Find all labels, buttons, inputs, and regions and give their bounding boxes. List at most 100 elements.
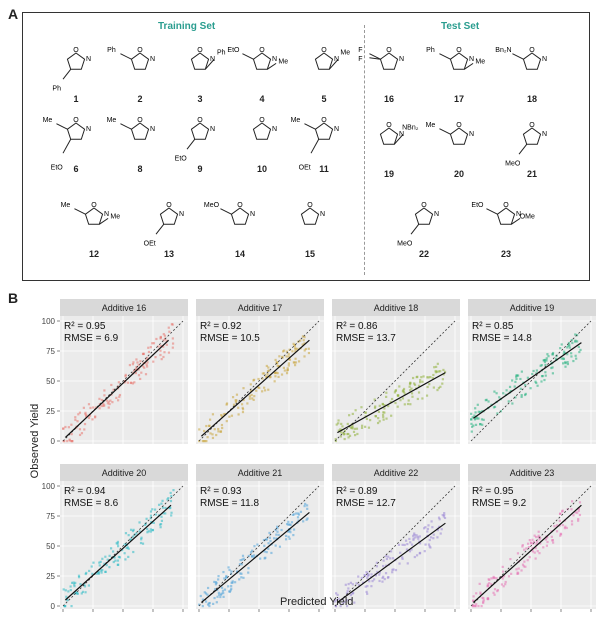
y-tick-label: 25 [46,572,55,581]
data-point [101,557,104,560]
data-point [437,370,440,373]
data-point [281,350,285,353]
isoxazole-structure-icon: ON Ph [107,47,155,70]
substituent-label: MeO [204,202,220,209]
data-point [577,509,580,512]
data-point [564,352,567,355]
data-point [521,544,524,547]
y-tick-label: 75 [46,512,55,521]
data-point [94,406,98,409]
data-point [369,419,372,422]
data-point [274,358,277,362]
data-point [532,540,536,544]
data-point [493,588,497,591]
data-point [132,528,135,531]
reference-line [334,320,456,442]
data-point [130,538,133,541]
compound-number: 23 [500,249,511,259]
rmse-annotation: RMSE = 11.8 [200,498,259,509]
data-point [149,514,153,517]
data-point [563,350,566,353]
data-point [221,426,224,430]
data-point [502,392,505,395]
data-point [230,584,233,588]
data-point [149,528,152,531]
data-point [284,538,288,541]
data-point [162,355,165,359]
compound-number: 20 [453,169,464,179]
data-point [487,578,490,581]
data-point [170,323,173,326]
compound-9: O N EtO 9 [169,108,231,174]
data-point [134,371,138,375]
data-point [439,385,442,388]
data-point [113,556,116,559]
data-point [236,570,239,573]
data-point [478,582,481,585]
isoxazole-structure-icon: ON OEt [144,202,184,247]
data-point [414,536,417,539]
data-point [516,572,519,576]
data-point [146,356,149,359]
data-point [159,349,162,352]
data-point [472,600,475,603]
data-point [284,534,288,538]
data-point [387,404,390,408]
data-point [67,590,70,593]
data-point [389,557,392,560]
data-point [204,440,207,443]
substituent-label: Me [43,117,53,124]
data-point [544,358,547,362]
data-point [370,573,373,576]
data-point [416,535,419,538]
data-point [212,602,215,606]
data-point [559,532,562,535]
data-point [211,436,215,440]
rmse-annotation: RMSE = 8.6 [64,498,119,509]
facet-title: Additive 17 [238,303,283,313]
data-point [84,572,87,576]
data-point [351,412,354,416]
svg-text:O: O [529,122,535,129]
svg-text:O: O [197,47,203,54]
data-point [135,358,138,361]
fit-line [337,522,446,603]
data-point [231,396,235,399]
data-point [154,513,158,516]
data-point [498,396,501,399]
data-point [536,384,539,387]
data-point [80,592,83,595]
substituent-label: MeO [397,240,413,247]
data-point [550,535,553,538]
data-point [378,573,381,576]
data-point [92,561,95,564]
data-point [220,413,223,417]
data-point [247,554,250,558]
data-point [234,581,237,584]
data-point [239,572,242,575]
data-point [502,575,506,578]
data-point [84,591,87,594]
data-point [390,397,394,401]
data-point [397,543,401,546]
substituent-label: Me [475,58,485,65]
data-point [421,380,424,383]
y-tick-label: 100 [42,482,56,491]
data-point [77,413,80,416]
data-point [217,591,220,594]
data-point [154,356,157,359]
substituent-label: Me [110,213,120,220]
data-point [434,371,437,374]
data-point [144,373,148,376]
compound-number: 14 [234,249,245,259]
fit-line [201,339,310,437]
x-axis-title: Predicted Yield [280,596,354,608]
data-point [334,439,337,443]
facet-strip [60,299,188,316]
facet-strip [196,299,324,316]
data-point [267,366,270,369]
substituent-label: Me [278,58,288,65]
data-point [385,395,388,398]
svg-text:O: O [137,47,143,54]
compound-8: O N Me 8 [107,108,171,174]
